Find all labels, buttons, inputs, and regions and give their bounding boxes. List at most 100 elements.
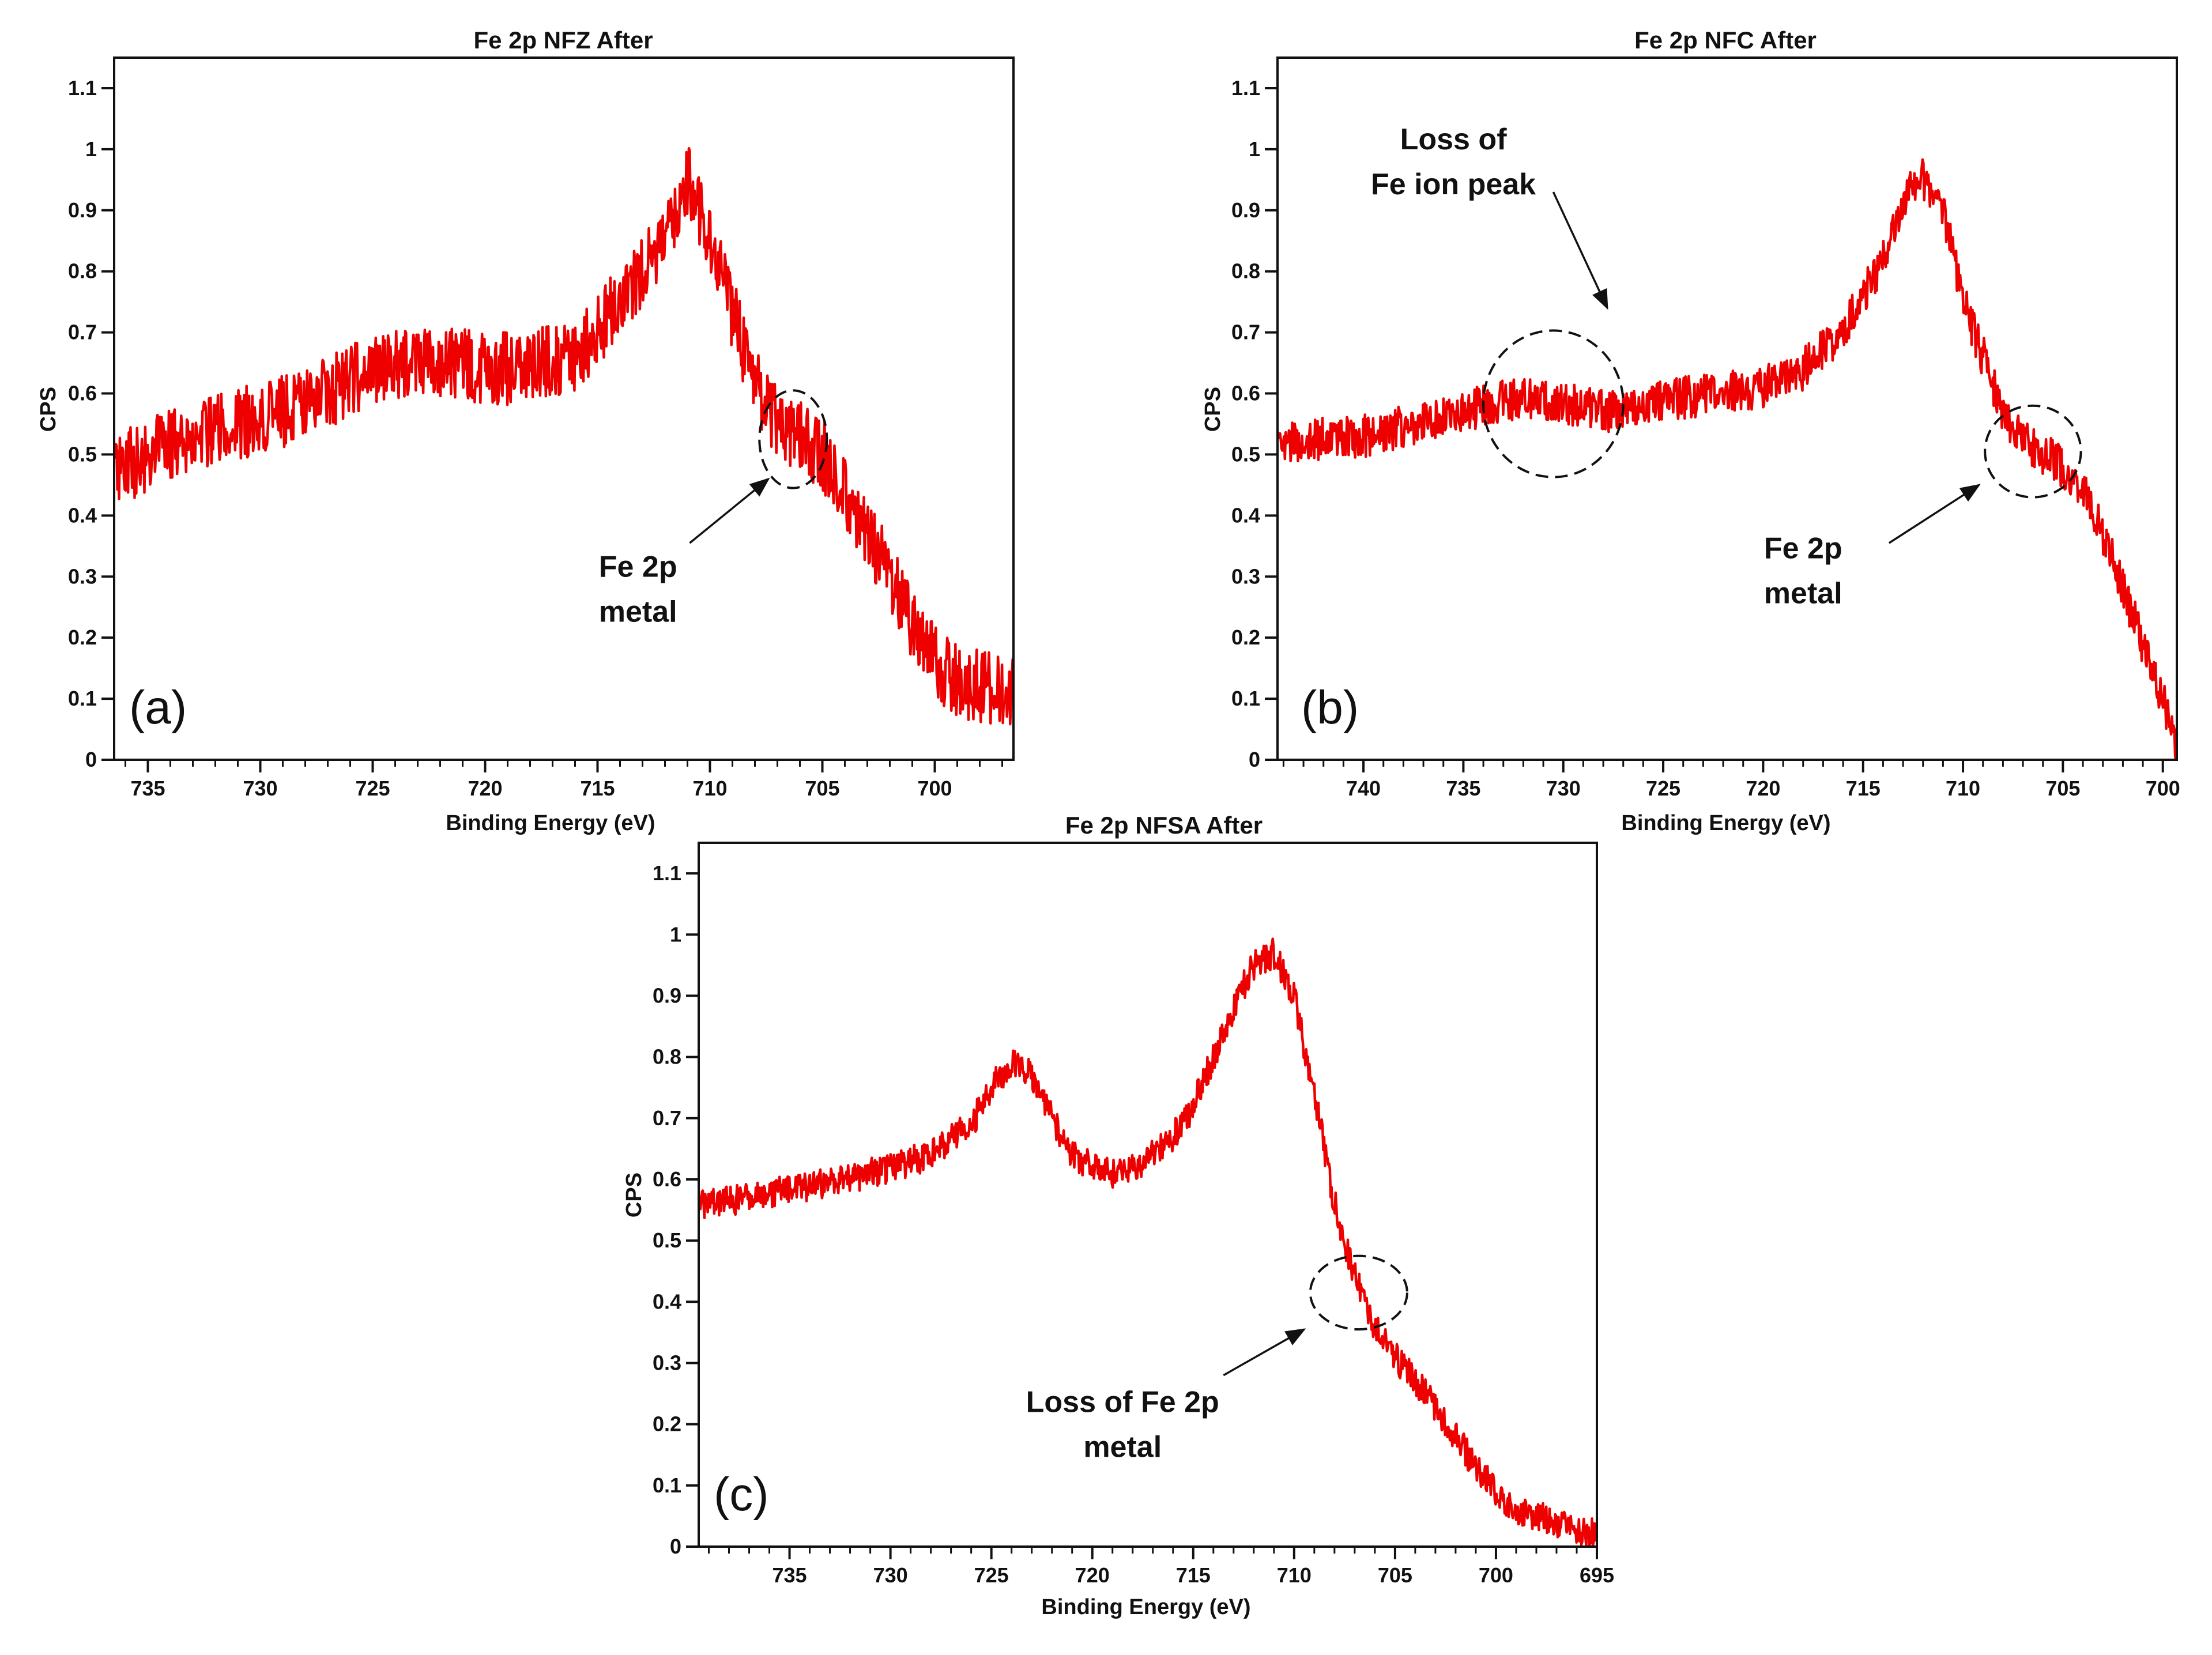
y-tick-label: 0.1	[68, 687, 97, 710]
chart-title: Fe 2p NFSA After	[1065, 812, 1263, 839]
y-tick-label: 0	[85, 748, 97, 771]
x-tick-label: 700	[2146, 776, 2180, 800]
x-axis-label: Binding Energy (eV)	[1621, 811, 1830, 835]
annotation-text: Loss of	[1400, 123, 1508, 156]
x-tick-label: 715	[1176, 1563, 1211, 1587]
y-tick-label: 0.2	[68, 625, 97, 649]
x-tick-label: 730	[1546, 776, 1581, 800]
annotation-arrow	[1888, 484, 1981, 544]
y-tick-label: 1	[670, 922, 681, 946]
x-axis-label: Binding Energy (eV)	[1041, 1595, 1250, 1619]
y-tick-label: 0.5	[68, 442, 97, 466]
y-tick-label: 0.6	[1231, 382, 1260, 405]
y-tick-label: 0.2	[653, 1412, 681, 1436]
x-tick-label: 715	[580, 776, 615, 800]
y-tick-label: 0.6	[653, 1167, 681, 1191]
y-axis-label: CPS	[36, 387, 61, 432]
chart-panel-b: Fe 2p NFC After CPS Binding Energy (eV) …	[1201, 27, 2180, 835]
y-tick-label: 0.5	[653, 1228, 681, 1252]
y-tick-label: 1.1	[653, 861, 681, 885]
x-tick-label: 740	[1346, 776, 1381, 800]
annotation-arrow	[689, 477, 770, 544]
x-tick-label: 705	[805, 776, 839, 800]
y-tick-label: 0.7	[653, 1106, 681, 1130]
x-tick-label: 710	[1277, 1563, 1312, 1587]
x-tick-label: 735	[772, 1563, 807, 1587]
y-tick-label: 0.6	[68, 382, 97, 405]
chart-panel-a: Fe 2p NFZ After CPS Binding Energy (eV) …	[36, 27, 1015, 835]
plot-frame	[698, 842, 1598, 1548]
y-tick-label: 0.8	[1231, 259, 1260, 283]
x-tick-label: 705	[2045, 776, 2080, 800]
y-tick-label: 0	[670, 1535, 681, 1558]
y-tick-label: 0.9	[653, 983, 681, 1007]
y-tick-label: 0.8	[653, 1045, 681, 1069]
annotation-arrow	[1223, 1328, 1306, 1377]
data-series-line	[113, 147, 1015, 726]
plot-frame	[1276, 56, 2178, 761]
y-tick-label: 0.4	[68, 503, 97, 527]
y-tick-label: 0.9	[1231, 198, 1260, 222]
x-tick-label: 695	[1580, 1563, 1614, 1587]
annotation-text: Fe 2p	[1764, 531, 1842, 565]
annotation-text: metal	[599, 595, 677, 628]
y-tick-label: 1.1	[68, 76, 97, 100]
x-tick-label: 715	[1846, 776, 1881, 800]
annotation-text: Fe 2p	[599, 550, 677, 583]
x-tick-label: 710	[1946, 776, 1980, 800]
x-tick-label: 700	[917, 776, 952, 800]
y-tick-label: 0	[1249, 748, 1260, 771]
x-tick-label: 705	[1378, 1563, 1412, 1587]
y-tick-label: 0.9	[68, 198, 97, 222]
x-tick-label: 735	[130, 776, 165, 800]
data-series-line	[697, 937, 1599, 1548]
annotation-arrow	[1552, 191, 1608, 310]
annotation-text: Loss of Fe 2p	[1026, 1385, 1219, 1419]
chart-panel-c: Fe 2p NFSA After CPS Binding Energy (eV)…	[622, 812, 1614, 1619]
y-tick-label: 0.7	[1231, 321, 1260, 344]
y-tick-label: 0.3	[68, 564, 97, 588]
panel-label: (b)	[1301, 681, 1359, 734]
x-tick-label: 730	[243, 776, 277, 800]
y-tick-label: 0.1	[1231, 687, 1260, 710]
x-tick-label: 730	[873, 1563, 908, 1587]
x-tick-label: 720	[468, 776, 502, 800]
y-tick-label: 0.4	[653, 1290, 681, 1313]
x-tick-label: 735	[1446, 776, 1480, 800]
highlight-circle	[1482, 329, 1625, 478]
x-tick-label: 700	[1479, 1563, 1513, 1587]
y-tick-label: 0.3	[1231, 564, 1260, 588]
chart-title: Fe 2p NFC After	[1634, 27, 1817, 54]
highlight-circle	[1309, 1254, 1408, 1331]
x-tick-label: 720	[1075, 1563, 1110, 1587]
y-tick-label: 1	[1249, 137, 1260, 161]
x-tick-label: 725	[1646, 776, 1680, 800]
annotation-text: Fe ion peak	[1371, 168, 1536, 201]
x-tick-label: 725	[355, 776, 390, 800]
panel-label: (c)	[714, 1468, 769, 1521]
y-tick-label: 0.3	[653, 1351, 681, 1374]
y-tick-label: 0.7	[68, 321, 97, 344]
x-axis-label: Binding Energy (eV)	[446, 811, 655, 835]
highlight-circle	[758, 389, 828, 489]
panel-label: (a)	[129, 681, 187, 734]
x-tick-label: 710	[692, 776, 727, 800]
y-tick-label: 1	[85, 137, 97, 161]
annotation-text: metal	[1083, 1430, 1162, 1464]
annotation-text: metal	[1764, 576, 1842, 610]
y-tick-label: 0.4	[1231, 503, 1260, 527]
chart-title: Fe 2p NFZ After	[473, 27, 653, 54]
x-tick-label: 725	[974, 1563, 1009, 1587]
y-axis-label: CPS	[622, 1173, 646, 1217]
y-tick-label: 0.8	[68, 259, 97, 283]
plot-frame	[113, 56, 1015, 761]
data-series-line	[1276, 158, 2179, 759]
y-axis-label: CPS	[1201, 387, 1225, 432]
y-tick-label: 0.2	[1231, 625, 1260, 649]
y-tick-label: 1.1	[1231, 76, 1260, 100]
highlight-circle	[1984, 404, 2082, 499]
y-tick-label: 0.1	[653, 1473, 681, 1497]
x-tick-label: 720	[1746, 776, 1780, 800]
y-tick-label: 0.5	[1231, 442, 1260, 466]
